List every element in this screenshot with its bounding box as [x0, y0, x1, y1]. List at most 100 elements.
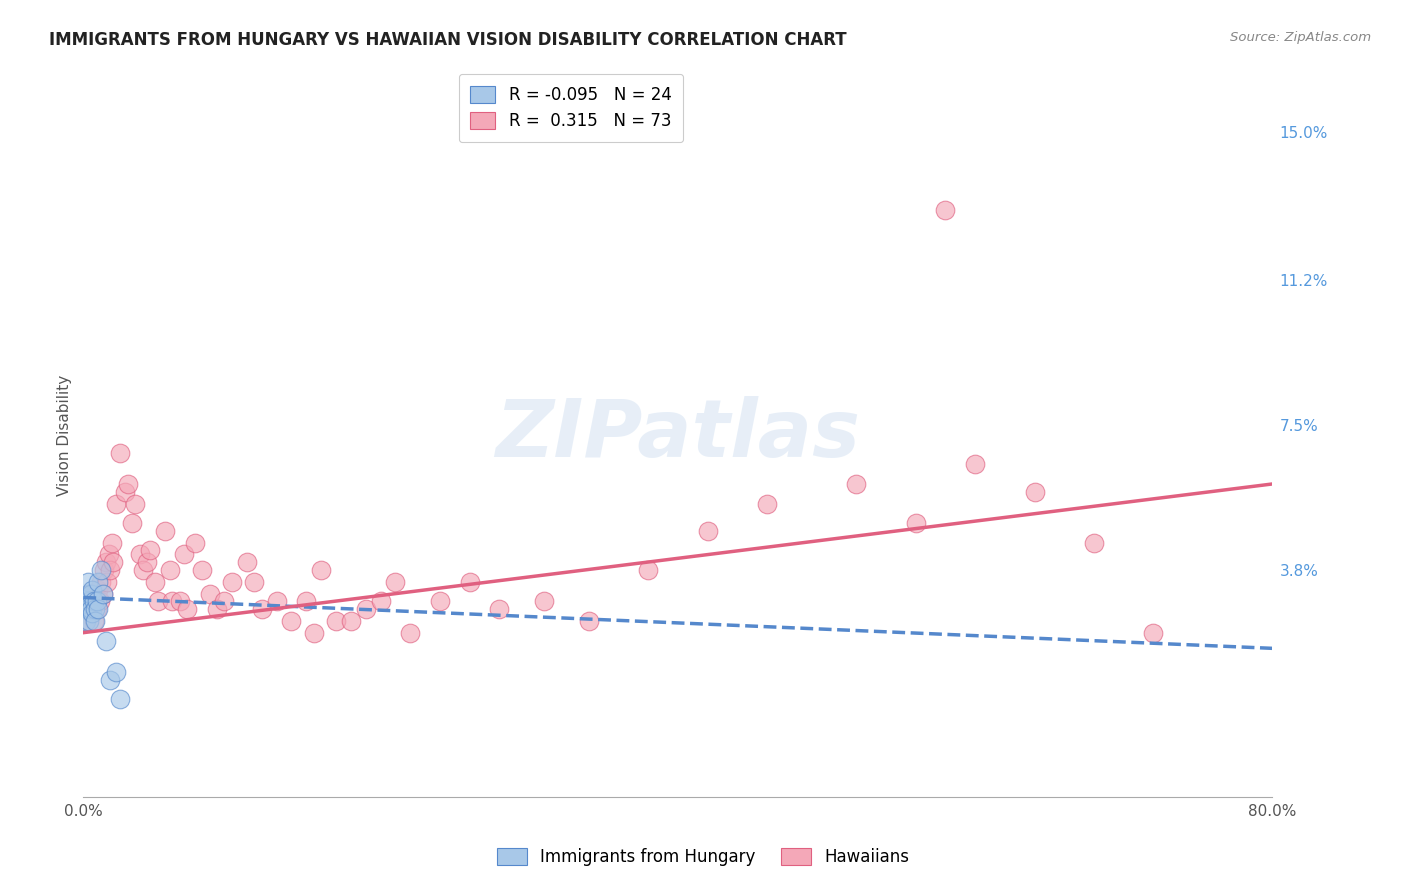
Point	[104, 665, 127, 679]
Point	[159, 563, 181, 577]
Point	[76, 574, 98, 589]
Point	[77, 594, 100, 608]
Point	[76, 586, 98, 600]
Point	[904, 516, 927, 530]
Point	[110, 445, 132, 459]
Point	[73, 614, 96, 628]
Point	[250, 602, 273, 616]
Point	[82, 606, 104, 620]
Point	[94, 555, 117, 569]
Point	[77, 614, 100, 628]
Point	[117, 477, 139, 491]
Point	[533, 594, 555, 608]
Point	[80, 594, 103, 608]
Point	[845, 477, 868, 491]
Point	[756, 496, 779, 510]
Point	[488, 602, 510, 616]
Point	[354, 602, 377, 616]
Point	[176, 602, 198, 616]
Point	[87, 602, 110, 616]
Point	[128, 548, 150, 562]
Point	[83, 614, 105, 628]
Text: Source: ZipAtlas.com: Source: ZipAtlas.com	[1230, 31, 1371, 45]
Point	[75, 594, 97, 608]
Point	[934, 202, 956, 217]
Text: IMMIGRANTS FROM HUNGARY VS HAWAIIAN VISION DISABILITY CORRELATION CHART: IMMIGRANTS FROM HUNGARY VS HAWAIIAN VISI…	[49, 31, 846, 49]
Point	[309, 563, 332, 577]
Point	[90, 563, 112, 577]
Point	[169, 594, 191, 608]
Point	[429, 594, 451, 608]
Point	[965, 458, 987, 472]
Legend: Immigrants from Hungary, Hawaiians: Immigrants from Hungary, Hawaiians	[491, 841, 915, 873]
Point	[243, 574, 266, 589]
Point	[136, 555, 159, 569]
Point	[121, 516, 143, 530]
Point	[82, 582, 104, 597]
Point	[221, 574, 243, 589]
Point	[132, 563, 155, 577]
Point	[1083, 535, 1105, 549]
Point	[162, 594, 184, 608]
Point	[1142, 625, 1164, 640]
Point	[1024, 484, 1046, 499]
Point	[205, 602, 228, 616]
Point	[96, 574, 118, 589]
Point	[91, 586, 114, 600]
Point	[84, 614, 107, 628]
Point	[76, 594, 98, 608]
Point	[139, 543, 162, 558]
Point	[340, 614, 363, 628]
Point	[80, 586, 103, 600]
Point	[83, 594, 105, 608]
Point	[90, 574, 112, 589]
Point	[173, 548, 195, 562]
Point	[73, 602, 96, 616]
Point	[86, 594, 108, 608]
Point	[198, 586, 221, 600]
Point	[75, 614, 97, 628]
Point	[578, 614, 600, 628]
Point	[266, 594, 288, 608]
Point	[458, 574, 481, 589]
Point	[280, 614, 302, 628]
Point	[97, 548, 120, 562]
Text: ZIPatlas: ZIPatlas	[495, 396, 860, 474]
Point	[214, 594, 236, 608]
Point	[236, 555, 259, 569]
Point	[84, 586, 107, 600]
Legend: R = -0.095   N = 24, R =  0.315   N = 73: R = -0.095 N = 24, R = 0.315 N = 73	[458, 74, 683, 142]
Y-axis label: Vision Disability: Vision Disability	[58, 375, 72, 496]
Point	[184, 535, 207, 549]
Point	[93, 563, 115, 577]
Point	[98, 673, 121, 687]
Point	[637, 563, 659, 577]
Point	[295, 594, 318, 608]
Point	[98, 563, 121, 577]
Point	[325, 614, 347, 628]
Point	[84, 602, 107, 616]
Point	[146, 594, 169, 608]
Point	[114, 484, 136, 499]
Point	[100, 535, 122, 549]
Point	[124, 496, 146, 510]
Point	[110, 692, 132, 706]
Point	[104, 496, 127, 510]
Point	[153, 524, 176, 538]
Point	[87, 574, 110, 589]
Point	[86, 602, 108, 616]
Point	[75, 602, 97, 616]
Point	[76, 602, 98, 616]
Point	[91, 586, 114, 600]
Point	[384, 574, 406, 589]
Point	[80, 602, 103, 616]
Point	[399, 625, 422, 640]
Point	[87, 582, 110, 597]
Point	[302, 625, 325, 640]
Point	[101, 555, 124, 569]
Point	[77, 586, 100, 600]
Point	[696, 524, 718, 538]
Point	[370, 594, 392, 608]
Point	[191, 563, 214, 577]
Point	[89, 594, 111, 608]
